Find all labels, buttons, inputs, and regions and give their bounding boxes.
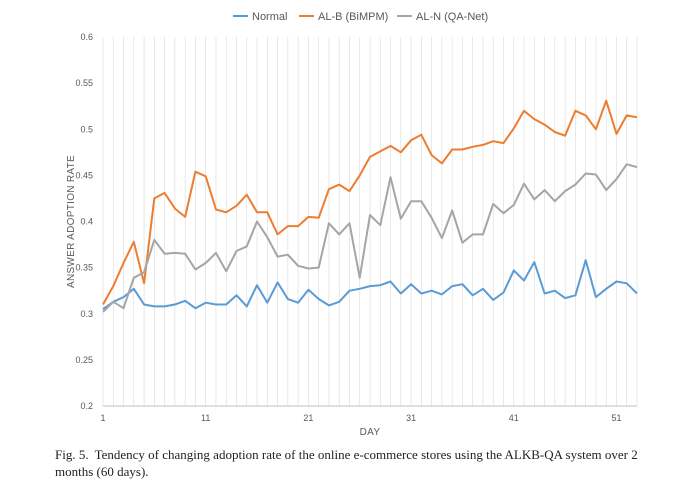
figure-caption: Fig. 5. Tendency of changing adoption rat… bbox=[55, 446, 665, 480]
legend-label: AL-B (BiMPM) bbox=[318, 11, 388, 23]
series-line-normal bbox=[102, 259, 638, 310]
y-tick-label: 0.45 bbox=[75, 170, 93, 180]
x-tick-label: 1 bbox=[100, 413, 105, 423]
x-tick-label: 51 bbox=[611, 413, 621, 423]
y-tick-label: 0.35 bbox=[75, 263, 93, 273]
y-tick-label: 0.6 bbox=[80, 32, 93, 42]
x-tick-label: 11 bbox=[201, 413, 210, 423]
line-chart: 0.20.250.30.350.40.450.50.550.6 1 11 21 31 4… bbox=[66, 11, 638, 438]
x-axis-title: DAY bbox=[360, 427, 381, 438]
y-tick-label: 0.3 bbox=[80, 309, 93, 319]
y-tick-label: 0.25 bbox=[75, 355, 93, 365]
y-tick-label: 0.2 bbox=[80, 401, 93, 411]
series-line-al-b-bimpm bbox=[102, 99, 638, 305]
series-line-al-n-qa-net bbox=[102, 163, 638, 313]
legend-label: Normal bbox=[252, 11, 287, 23]
x-tick-label: 21 bbox=[303, 413, 313, 423]
figure-label: Fig. 5. bbox=[55, 447, 89, 462]
x-tick-label: 41 bbox=[509, 413, 519, 423]
figure-caption-text: Tendency of changing adoption rate of th… bbox=[55, 447, 638, 479]
legend-label: AL-N (QA-Net) bbox=[416, 11, 488, 23]
y-tick-labels: 0.2 0.25 0.3 0.35 0.4 0.45 0.5 0.55 0.6 bbox=[75, 32, 93, 411]
legend: Normal AL-B (BiMPM) AL-N (QA-Net) bbox=[233, 11, 488, 23]
y-tick-label: 0.55 bbox=[75, 78, 93, 88]
y-tick-label: 0.5 bbox=[80, 124, 93, 134]
y-axis-title: ANSWER ADOPTION RATE bbox=[66, 155, 77, 288]
gridlines bbox=[102, 37, 638, 406]
x-tick-label: 31 bbox=[406, 413, 416, 423]
x-tick-labels: 1 11 21 31 41 51 bbox=[100, 413, 621, 423]
y-tick-label: 0.4 bbox=[80, 217, 93, 227]
series-lines bbox=[102, 99, 638, 313]
